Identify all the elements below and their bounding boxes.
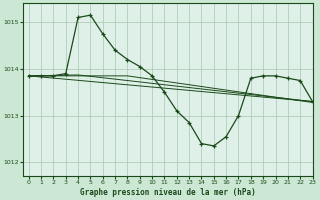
X-axis label: Graphe pression niveau de la mer (hPa): Graphe pression niveau de la mer (hPa) <box>80 188 255 197</box>
